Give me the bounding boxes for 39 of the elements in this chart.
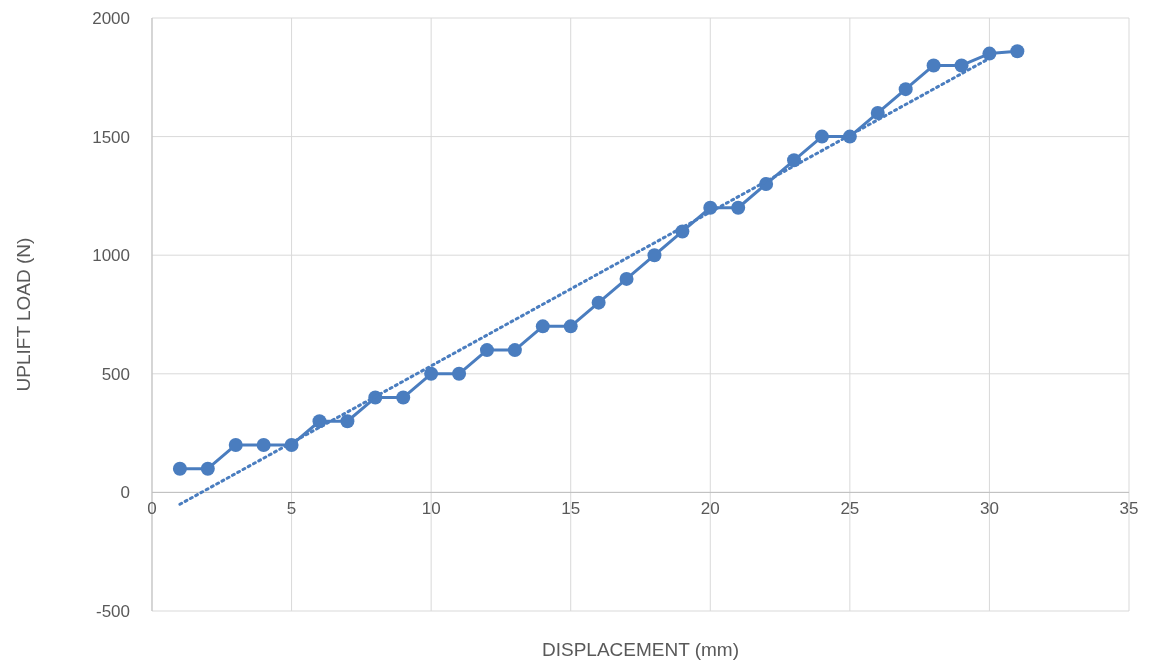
x-tick-label: 10 [421, 499, 441, 519]
y-tick-label: 1000 [92, 246, 130, 266]
point [256, 437, 271, 452]
x-tick-label: 15 [561, 499, 581, 519]
x-tick-label: 25 [840, 499, 860, 519]
point [228, 437, 243, 452]
point [814, 129, 829, 144]
x-tick-label: 0 [147, 499, 157, 519]
point [1010, 44, 1025, 59]
point [870, 105, 885, 120]
y-tick-label: 0 [120, 483, 130, 503]
y-tick-label: 500 [101, 364, 130, 384]
point [452, 366, 467, 381]
point [591, 295, 606, 310]
point [424, 366, 439, 381]
x-tick-label: 30 [979, 499, 999, 519]
point [898, 82, 913, 97]
x-tick-label: 5 [286, 499, 297, 519]
point [535, 319, 550, 334]
x-axis-title: DISPLACEMENT (mm) [541, 639, 740, 660]
point [479, 343, 494, 358]
point [731, 200, 746, 215]
point [619, 271, 634, 286]
point [396, 390, 411, 405]
point [926, 58, 941, 73]
y-axis-title: UPLIFT LOAD (N) [13, 237, 34, 392]
point [563, 319, 578, 334]
point [507, 343, 522, 358]
x-tick-label: 20 [700, 499, 720, 519]
point [200, 461, 215, 476]
y-tick-label: -500 [95, 602, 130, 621]
point [340, 414, 355, 429]
y-tick-label: 1500 [92, 127, 130, 147]
y-tick-label: 2000 [92, 9, 130, 28]
point [172, 461, 187, 476]
x-tick-label: 35 [1119, 499, 1139, 519]
point [982, 46, 997, 61]
point [647, 248, 662, 263]
point [954, 58, 969, 73]
